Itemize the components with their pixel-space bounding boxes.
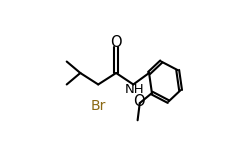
Text: NH: NH: [125, 83, 145, 96]
Text: Br: Br: [91, 99, 106, 113]
Text: O: O: [110, 35, 122, 50]
Text: O: O: [133, 94, 145, 109]
